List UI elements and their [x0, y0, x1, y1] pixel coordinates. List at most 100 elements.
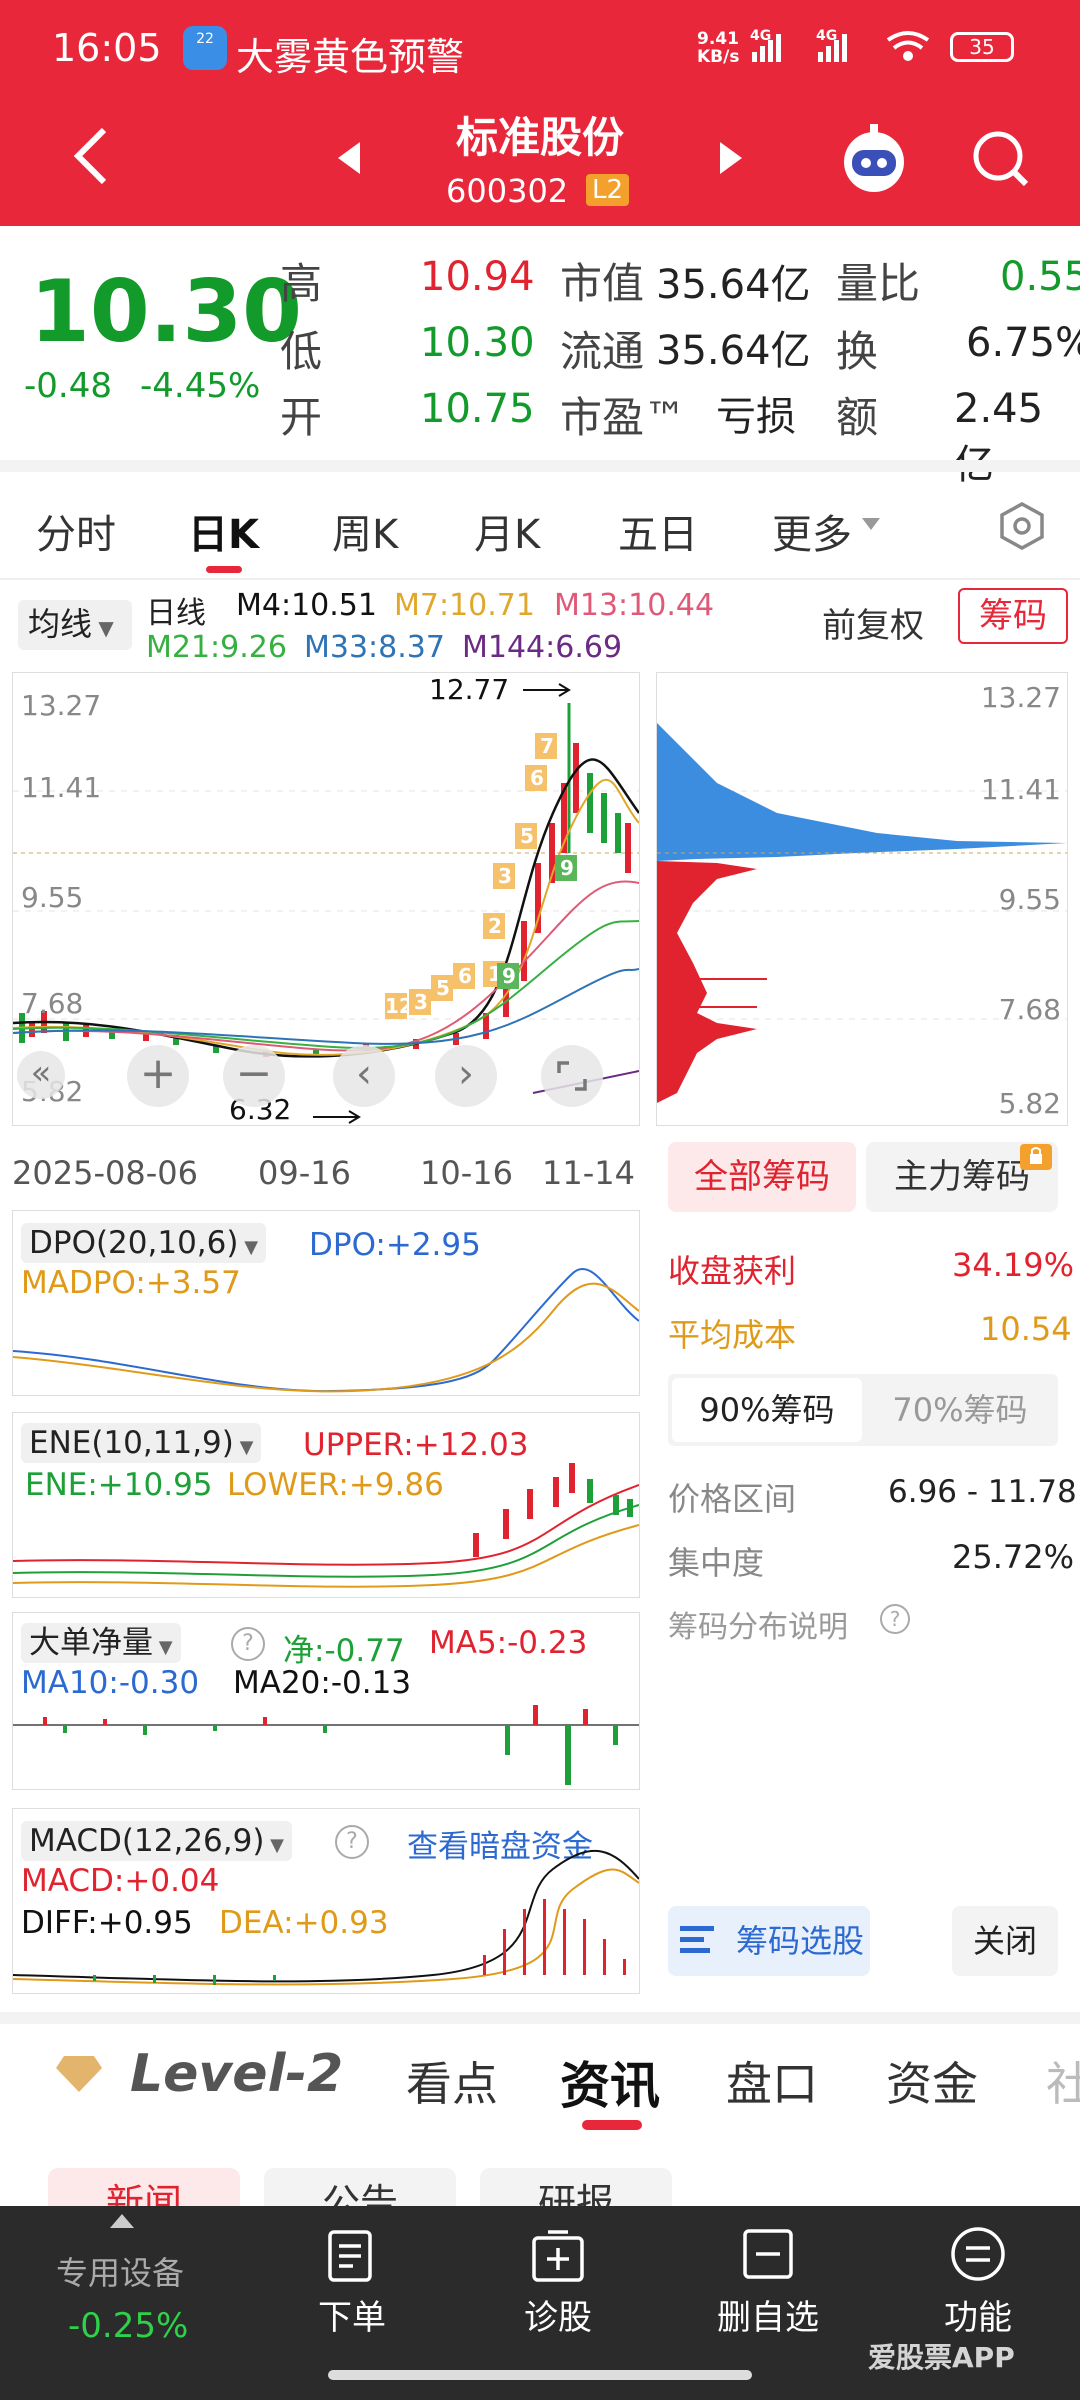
nav-functions[interactable]: 功能: [944, 2298, 1012, 2338]
adjust-mode[interactable]: 前复权: [822, 606, 924, 646]
float-cap-value: 35.64亿: [656, 328, 811, 374]
chip-profit-area: [657, 723, 1067, 861]
svg-text:13.27: 13.27: [981, 681, 1061, 714]
tab-monthly-k[interactable]: 月K: [474, 512, 541, 558]
net2-label: 4G: [816, 28, 837, 44]
ene-mid: ENE:+10.95: [25, 1467, 213, 1503]
tab-order-book[interactable]: 盘口: [726, 2057, 818, 2111]
chip-select-button[interactable]: 筹码选股: [668, 1906, 870, 1976]
fullscreen-icon: [557, 1061, 587, 1091]
scroll-left-fast-button[interactable]: «: [17, 1051, 65, 1099]
dpo-indicator-panel: DPO(20,10,6) ▼ DPO:+2.95 MADPO:+3.57: [12, 1210, 640, 1396]
big-order-panel: 大单净量 ▼ ? 净:-0.77 MA5:-0.23 MA10:-0.30 MA…: [12, 1612, 640, 1790]
net-speed: 9.41 KB/s: [697, 29, 740, 67]
next-stock-icon[interactable]: [718, 140, 744, 176]
robot-assistant-icon[interactable]: [838, 122, 910, 194]
svg-text:3: 3: [414, 990, 428, 1014]
svg-text:2: 2: [488, 914, 502, 938]
ma20-value: MA20:-0.13: [233, 1665, 412, 1701]
tab-highlights[interactable]: 看点: [406, 2057, 498, 2111]
seg-70-chips[interactable]: 70%筹码: [892, 1391, 1028, 1429]
nav-remove-watch[interactable]: 删自选: [717, 2298, 819, 2338]
net-value: 净:-0.77: [283, 1633, 405, 1669]
battery-icon: 35: [950, 32, 1014, 62]
ma-m7-line: [13, 778, 639, 1056]
madpo-value: MADPO:+3.57: [21, 1265, 241, 1301]
arrow-right-icon: [313, 1110, 361, 1124]
nav-diagnose[interactable]: 诊股: [524, 2298, 592, 2338]
ma-toggle-button[interactable]: 均线 ▼: [18, 600, 132, 650]
tab-all-chips[interactable]: 全部筹码: [668, 1142, 856, 1212]
help-icon[interactable]: ?: [880, 1604, 910, 1634]
svg-text:11.41: 11.41: [21, 771, 101, 804]
macd-selector[interactable]: MACD(12,26,9) ▼: [21, 1821, 293, 1861]
chip-close-button[interactable]: 关闭: [952, 1906, 1058, 1976]
tab-news[interactable]: 资讯: [560, 2057, 660, 2115]
concentration-value: 25.72%: [952, 1538, 1075, 1576]
status-bar: 16:05 22 大雾黄色预警 9.41 KB/s 4G 4G 35: [0, 0, 1080, 96]
scroll-right-button[interactable]: ›: [435, 1045, 497, 1107]
chevron-down-icon: [862, 518, 880, 530]
ma-m7: M7:10.71: [394, 588, 535, 623]
tab-capital[interactable]: 资金: [886, 2057, 978, 2111]
volume-ratio-label: 量比: [836, 259, 921, 308]
seg-90-chips[interactable]: 90%筹码: [672, 1378, 862, 1442]
dark-pool-link[interactable]: 查看暗盘资金: [407, 1829, 593, 1865]
amount-label: 额: [836, 393, 879, 442]
date-label: 11-14: [542, 1154, 635, 1192]
search-icon[interactable]: [972, 130, 1030, 190]
zoom-out-button[interactable]: −: [223, 1045, 285, 1107]
svg-text:5.82: 5.82: [999, 1087, 1061, 1120]
industry-label[interactable]: 专用设备: [56, 2254, 185, 2292]
fullscreen-button[interactable]: [541, 1045, 603, 1107]
chip-toggle-button[interactable]: 筹码: [958, 588, 1068, 644]
svg-text:7: 7: [540, 734, 554, 758]
arrow-right-icon: [523, 683, 571, 697]
tab-community[interactable]: 社: [1046, 2057, 1080, 2111]
high-label: 高: [280, 259, 323, 308]
prev-stock-icon[interactable]: [336, 140, 362, 176]
back-arrow-icon[interactable]: [70, 124, 110, 188]
ene-selector[interactable]: ENE(10,11,9) ▼: [21, 1423, 262, 1463]
chip-price-axis: 13.27 11.41 9.55 7.68 5.82: [981, 681, 1061, 1120]
ma-m4: M4:10.51: [236, 588, 377, 623]
chip-distribution-chart: 13.27 11.41 9.55 7.68 5.82: [656, 672, 1068, 1126]
tab-daily-k[interactable]: 日K: [188, 512, 259, 558]
settings-hexagon-icon[interactable]: [998, 500, 1046, 550]
ma10-value: MA10:-0.30: [21, 1665, 200, 1701]
signal-markers: 7 6 5 3 2 1 9 9 12 3 5 6: [385, 733, 577, 1019]
svg-text:9: 9: [560, 856, 574, 880]
market-cap-label: 市值: [560, 259, 645, 308]
ma-m21: M21:9.26: [146, 630, 287, 665]
scroll-left-button[interactable]: ‹: [333, 1045, 395, 1107]
svg-text:11.41: 11.41: [981, 773, 1061, 806]
help-icon[interactable]: ?: [335, 1825, 369, 1859]
low-label: 低: [280, 327, 323, 376]
date-label: 09-16: [258, 1154, 351, 1192]
dpo-selector[interactable]: DPO(20,10,6) ▼: [21, 1223, 267, 1263]
help-icon[interactable]: ?: [231, 1627, 265, 1661]
tab-level2[interactable]: Level-2: [130, 2044, 344, 2104]
tab-more[interactable]: 更多: [772, 512, 852, 558]
zoom-in-button[interactable]: +: [127, 1045, 189, 1107]
tab-five-day[interactable]: 五日: [618, 512, 698, 558]
tab-weekly-k[interactable]: 周K: [332, 512, 399, 558]
weather-notice: 大雾黄色预警: [236, 35, 465, 79]
tab-intraday[interactable]: 分时: [36, 512, 116, 558]
diff-value: DIFF:+0.95: [21, 1905, 193, 1941]
low-value: 10.30: [420, 320, 535, 366]
ene-lower: LOWER:+9.86: [227, 1467, 444, 1503]
big-order-selector[interactable]: 大单净量 ▼: [21, 1623, 181, 1663]
divider: [0, 460, 1080, 472]
date-label: 10-16: [420, 1154, 513, 1192]
market-cap-value: 35.64亿: [656, 262, 811, 308]
industry-change: -0.25%: [68, 2306, 189, 2346]
nav-order[interactable]: 下单: [318, 2298, 386, 2338]
remove-watchlist-icon: [743, 2229, 793, 2279]
kline-chart[interactable]: 7 6 5 3 2 1 9 9 12 3 5 6 12.77 6.32 13.2…: [12, 672, 640, 1126]
chip-explain-link[interactable]: 筹码分布说明: [668, 1610, 848, 1645]
home-indicator[interactable]: [328, 2370, 752, 2380]
chip-svg: 13.27 11.41 9.55 7.68 5.82: [657, 681, 1067, 1120]
current-price: 10.30: [30, 262, 303, 362]
